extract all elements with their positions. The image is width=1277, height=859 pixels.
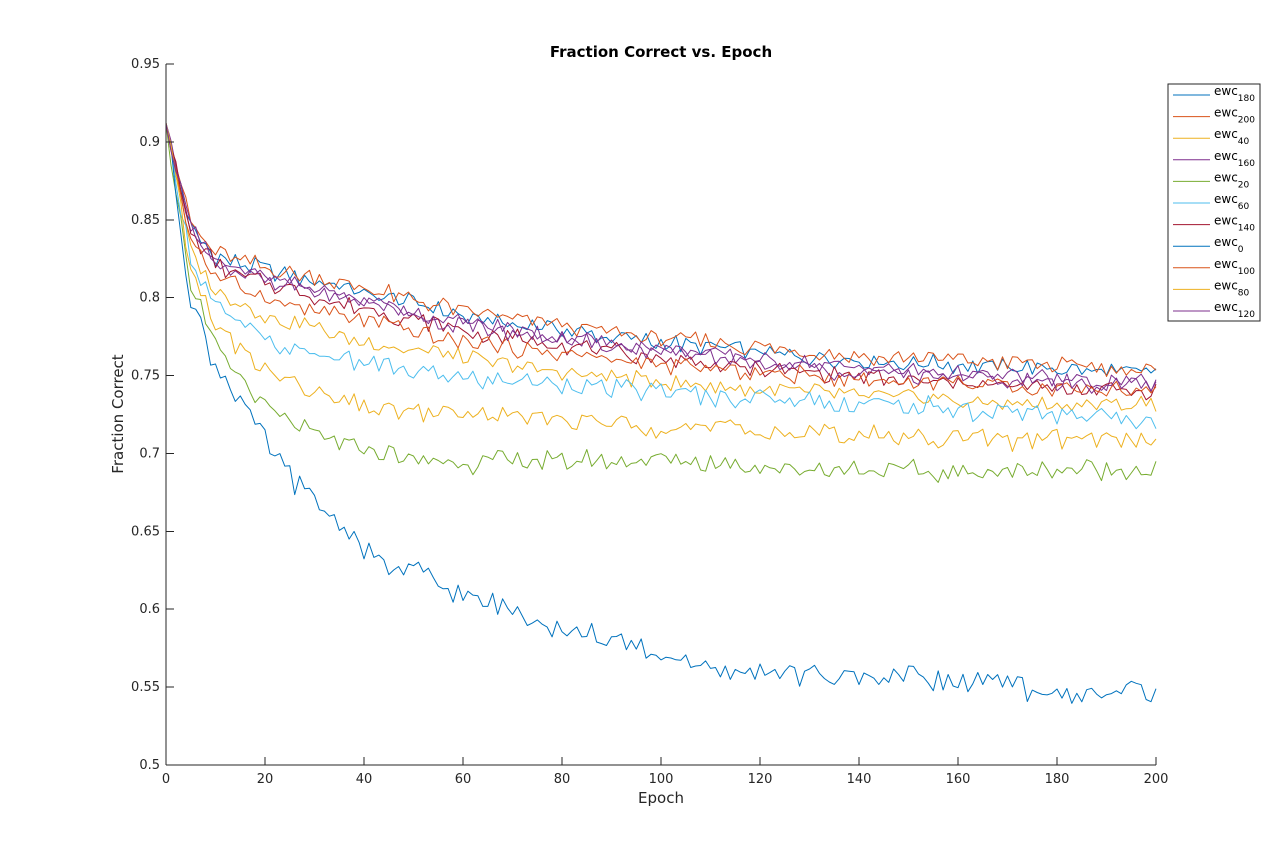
legend-label: ewc120 xyxy=(1214,300,1255,320)
legend-label: ewc100 xyxy=(1214,257,1255,277)
x-tick-label: 40 xyxy=(356,772,373,787)
y-tick-label: 0.7 xyxy=(139,446,160,461)
legend-item-ewc-40: ewc40 xyxy=(1173,127,1250,147)
legend-item-ewc-0: ewc0 xyxy=(1173,235,1244,255)
series-line-ewc-0 xyxy=(165,123,1157,704)
y-tick-label: 0.9 xyxy=(139,135,160,150)
x-tick-label: 80 xyxy=(554,772,571,787)
series-line-ewc-20 xyxy=(165,123,1157,483)
y-tick-label: 0.65 xyxy=(131,524,160,539)
series-line-ewc-60 xyxy=(165,123,1157,430)
y-tick-label: 0.8 xyxy=(139,291,160,306)
x-tick-label: 60 xyxy=(455,772,472,787)
legend: ewc180ewc200ewc40ewc160ewc20ewc60ewc140e… xyxy=(1167,83,1261,322)
legend-item-ewc-120: ewc120 xyxy=(1173,300,1255,320)
series-line-ewc-80 xyxy=(165,123,1157,452)
legend-label: ewc160 xyxy=(1214,149,1255,169)
x-axis-title: Epoch xyxy=(638,789,684,807)
x-ticks: 0 20 40 60 80 100 120 140 160 180 200 xyxy=(162,757,1169,787)
y-tick-label: 0.55 xyxy=(131,680,160,695)
legend-label: ewc0 xyxy=(1214,235,1244,255)
legend-label: ewc200 xyxy=(1214,106,1255,126)
legend-item-ewc-80: ewc80 xyxy=(1173,278,1250,298)
legend-item-ewc-160: ewc160 xyxy=(1173,149,1255,169)
chart-title: Fraction Correct vs. Epoch xyxy=(550,43,772,61)
x-tick-label: 200 xyxy=(1144,772,1169,787)
y-tick-label: 0.95 xyxy=(131,57,160,72)
y-tick-label: 0.75 xyxy=(131,369,160,384)
legend-label: ewc80 xyxy=(1214,278,1250,298)
legend-label: ewc40 xyxy=(1214,127,1250,147)
x-tick-label: 20 xyxy=(257,772,274,787)
legend-item-ewc-200: ewc200 xyxy=(1173,106,1255,126)
legend-item-ewc-180: ewc180 xyxy=(1173,84,1255,104)
series-line-ewc-140 xyxy=(165,123,1157,401)
x-tick-label: 180 xyxy=(1045,772,1070,787)
y-axis-title: Fraction Correct xyxy=(109,354,127,474)
x-tick-label: 0 xyxy=(162,772,170,787)
legend-item-ewc-140: ewc140 xyxy=(1173,214,1255,234)
y-ticks: 0.5 0.55 0.6 0.65 0.7 0.75 0.8 0.85 0.9 0.95 xyxy=(131,57,174,773)
series-line-ewc-180 xyxy=(165,123,1157,376)
legend-label: ewc140 xyxy=(1214,214,1255,234)
x-tick-label: 120 xyxy=(748,772,773,787)
legend-label: ewc180 xyxy=(1214,84,1255,104)
series-line-ewc-200 xyxy=(165,123,1157,377)
series-line-ewc-120 xyxy=(165,123,1157,394)
x-tick-label: 140 xyxy=(847,772,872,787)
legend-label: ewc20 xyxy=(1214,170,1250,190)
legend-item-ewc-20: ewc20 xyxy=(1173,170,1250,190)
legend-item-ewc-60: ewc60 xyxy=(1173,192,1250,212)
series-layer xyxy=(165,123,1157,704)
x-tick-label: 100 xyxy=(649,772,674,787)
y-tick-label: 0.85 xyxy=(131,213,160,228)
x-tick-label: 160 xyxy=(946,772,971,787)
series-line-ewc-160 xyxy=(165,123,1157,393)
legend-items: ewc180ewc200ewc40ewc160ewc20ewc60ewc140e… xyxy=(1173,84,1255,320)
legend-label: ewc60 xyxy=(1214,192,1250,212)
series-line-ewc-100 xyxy=(165,123,1157,397)
y-tick-label: 0.5 xyxy=(139,758,160,773)
y-tick-label: 0.6 xyxy=(139,602,160,617)
legend-item-ewc-100: ewc100 xyxy=(1173,257,1255,277)
